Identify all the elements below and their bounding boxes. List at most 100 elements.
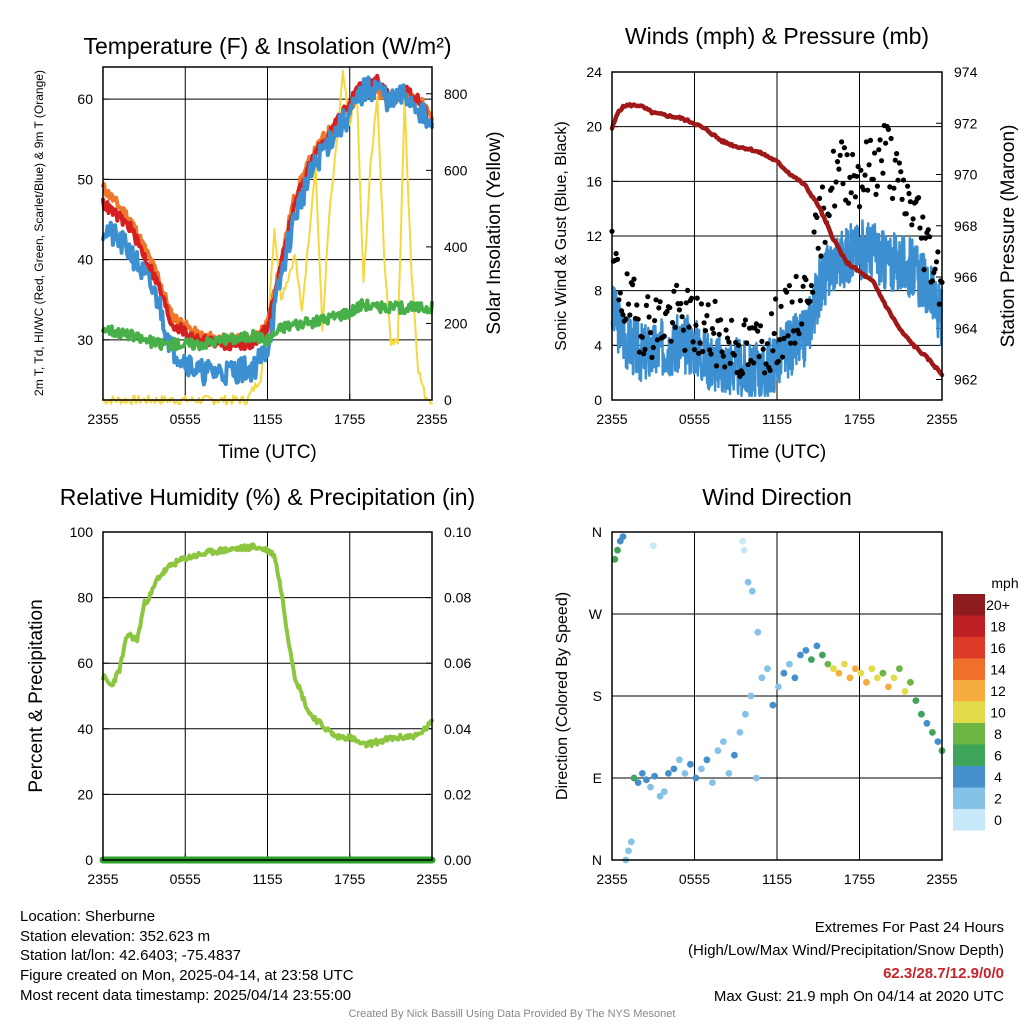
gust-point bbox=[700, 348, 706, 355]
wind-y2tick-label: 962 bbox=[954, 372, 978, 388]
direction-point bbox=[775, 683, 782, 691]
temp-ytick-label: 60 bbox=[77, 91, 93, 107]
temp-xtick-label: 1755 bbox=[334, 411, 365, 427]
direction-point bbox=[863, 678, 870, 686]
direction-point bbox=[907, 678, 914, 686]
gust-point bbox=[646, 314, 652, 320]
gust-point bbox=[698, 301, 705, 307]
gust-point bbox=[680, 327, 687, 333]
gust-point bbox=[652, 318, 658, 324]
gust-point bbox=[711, 330, 717, 336]
gust-point bbox=[668, 338, 674, 344]
gust-point bbox=[910, 216, 916, 222]
green-temperature-line bbox=[101, 298, 434, 352]
colorbar-swatch bbox=[953, 701, 985, 723]
gust-point bbox=[759, 338, 765, 344]
gust-point bbox=[847, 174, 853, 180]
direction-point bbox=[634, 779, 642, 786]
gust-point bbox=[920, 214, 926, 220]
orange-temperature-line bbox=[101, 81, 434, 348]
wind-ytick-label: 20 bbox=[586, 119, 602, 135]
temp-y2tick-label: 200 bbox=[444, 315, 468, 331]
direction-point bbox=[890, 674, 898, 682]
gust-point bbox=[734, 369, 740, 376]
wdir-plot-border bbox=[611, 531, 943, 861]
gust-point bbox=[691, 347, 698, 353]
gust-point bbox=[625, 301, 632, 307]
rh-y2tick-label: 0.00 bbox=[444, 852, 471, 868]
rh-ytick-label: 20 bbox=[77, 786, 93, 802]
rh-xtick-label: 1755 bbox=[334, 871, 365, 887]
gust-point bbox=[852, 194, 859, 200]
gust-point bbox=[709, 326, 716, 332]
gust-point bbox=[834, 159, 841, 165]
gust-point bbox=[892, 157, 898, 163]
gust-point bbox=[627, 312, 633, 318]
direction-point bbox=[638, 770, 646, 777]
gust-point bbox=[840, 181, 846, 187]
gust-point bbox=[894, 151, 900, 157]
gust-point bbox=[848, 190, 854, 196]
gust-point bbox=[679, 314, 685, 320]
footer-created: Figure created on Mon, 2025-04-14, at 23… bbox=[20, 967, 354, 984]
gust-point bbox=[819, 184, 826, 190]
gust-point bbox=[800, 283, 806, 289]
colorbar-label: 12 bbox=[990, 683, 1006, 699]
wind-xtick-label: 2355 bbox=[596, 411, 627, 427]
gust-point bbox=[713, 363, 720, 369]
temp-xtick-label: 2355 bbox=[416, 411, 447, 427]
gust-point bbox=[935, 249, 941, 255]
direction-point bbox=[651, 772, 658, 780]
colorbar-swatch bbox=[953, 809, 985, 831]
gust-point bbox=[753, 321, 760, 327]
direction-point bbox=[923, 719, 931, 727]
direction-point bbox=[780, 669, 788, 677]
direction-point bbox=[868, 665, 876, 673]
gust-point bbox=[661, 333, 667, 339]
colorbar-swatch bbox=[953, 744, 985, 766]
gust-point bbox=[909, 222, 915, 228]
gust-point bbox=[727, 360, 733, 366]
colorbar-label: 0 bbox=[994, 812, 1002, 828]
gust-point bbox=[789, 299, 795, 305]
pressure-line bbox=[609, 102, 945, 378]
blue-temperature-line bbox=[101, 75, 434, 387]
gust-point bbox=[708, 351, 714, 357]
wdir-ytick-label: N bbox=[592, 524, 602, 540]
rh-y2tick-label: 0.02 bbox=[444, 786, 471, 802]
gust-point bbox=[735, 342, 742, 348]
colorbar-swatch bbox=[953, 680, 985, 702]
temp-ytick-label: 50 bbox=[77, 171, 93, 187]
gust-point bbox=[731, 352, 738, 358]
wind-y2tick-label: 970 bbox=[954, 167, 978, 183]
rh-y2tick-label: 0.08 bbox=[444, 590, 471, 606]
gust-point bbox=[775, 358, 782, 364]
gust-point bbox=[689, 295, 695, 301]
rh-ytick-label: 80 bbox=[77, 590, 93, 606]
gust-point bbox=[613, 250, 619, 257]
gust-point bbox=[829, 185, 835, 191]
gust-point bbox=[891, 185, 897, 191]
rh-ytick-label: 40 bbox=[77, 721, 93, 737]
direction-point bbox=[830, 665, 837, 673]
gust-point bbox=[645, 294, 651, 300]
gust-point bbox=[705, 302, 711, 308]
direction-point bbox=[739, 537, 746, 545]
direction-point bbox=[714, 747, 722, 755]
wdir-xtick-label: 1755 bbox=[844, 871, 875, 887]
direction-point bbox=[901, 688, 909, 695]
temp-y2tick-label: 600 bbox=[444, 162, 468, 178]
direction-point bbox=[753, 774, 760, 782]
gust-point bbox=[763, 361, 769, 367]
temp-y2tick-label: 800 bbox=[444, 86, 468, 102]
colorbar-label: 18 bbox=[990, 618, 1006, 634]
wind-y2tick-label: 968 bbox=[954, 218, 978, 234]
gust-point bbox=[656, 305, 662, 311]
gust-point bbox=[900, 177, 907, 183]
direction-point bbox=[647, 783, 654, 791]
rh-chart-title: Relative Humidity (%) & Precipitation (i… bbox=[60, 484, 475, 510]
gust-point bbox=[880, 170, 886, 176]
gust-point bbox=[649, 354, 655, 360]
gust-point bbox=[696, 350, 702, 356]
direction-point bbox=[835, 669, 843, 677]
